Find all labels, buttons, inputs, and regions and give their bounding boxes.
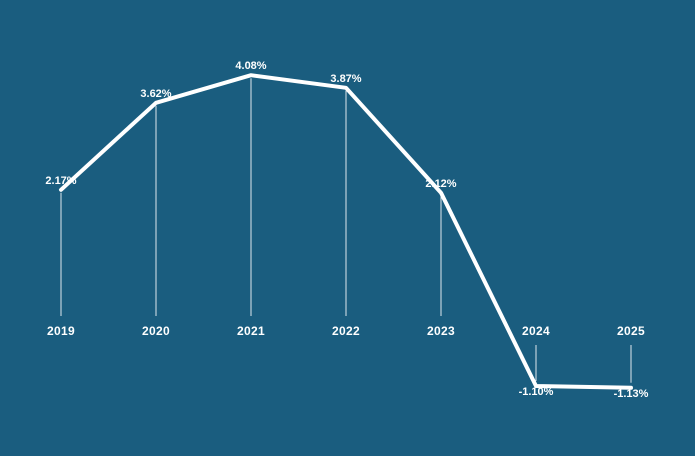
x-axis-label-2025: 2025 — [617, 324, 645, 338]
trend-line — [59, 73, 633, 390]
x-axis-label-2019: 2019 — [47, 324, 75, 338]
value-label-2025: -1.13% — [614, 388, 649, 400]
value-label-2019: 2.17% — [45, 175, 76, 187]
x-axis-label-2020: 2020 — [142, 324, 170, 338]
value-label-2021: 4.08% — [235, 60, 266, 72]
value-label-2020: 3.62% — [140, 88, 171, 100]
value-label-2023: 2.12% — [425, 178, 456, 190]
value-label-2024: -1.10% — [519, 386, 554, 398]
value-label-2022: 3.87% — [330, 73, 361, 85]
x-axis-label-2021: 2021 — [237, 324, 265, 338]
x-axis-label-2023: 2023 — [427, 324, 455, 338]
x-axis-label-2022: 2022 — [332, 324, 360, 338]
x-axis-label-2024: 2024 — [522, 324, 550, 338]
